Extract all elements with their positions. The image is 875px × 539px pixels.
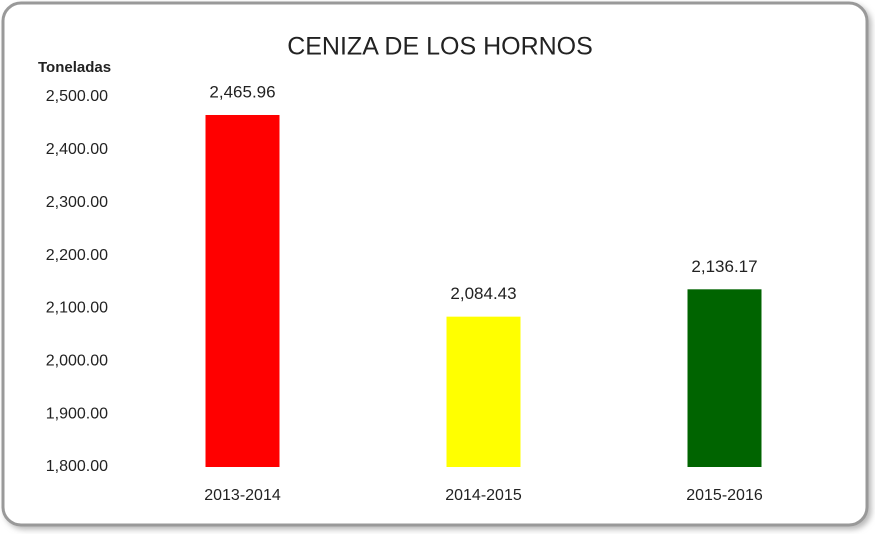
data-label: 2,465.96: [209, 82, 275, 101]
x-tick-label: 2014-2015: [445, 487, 522, 504]
bar: [687, 289, 762, 467]
y-tick-label: 1,800.00: [46, 458, 108, 475]
data-label: 2,136.17: [691, 257, 757, 276]
bar: [446, 316, 521, 467]
y-tick-label: 2,000.00: [46, 353, 108, 370]
y-tick-label: 2,400.00: [46, 141, 108, 158]
bar: [205, 114, 280, 468]
y-tick-label: 2,300.00: [46, 194, 108, 211]
x-tick-label: 2013-2014: [204, 487, 281, 504]
data-label: 2,084.43: [450, 284, 516, 303]
y-axis-label: Toneladas: [38, 59, 111, 76]
y-tick-label: 2,100.00: [46, 300, 108, 317]
x-tick-label: 2015-2016: [686, 487, 763, 504]
chart-title: CENIZA DE LOS HORNOS: [287, 33, 593, 61]
y-tick-label: 2,200.00: [46, 247, 108, 264]
y-tick-label: 1,900.00: [46, 405, 108, 422]
y-tick-label: 2,500.00: [46, 88, 108, 105]
